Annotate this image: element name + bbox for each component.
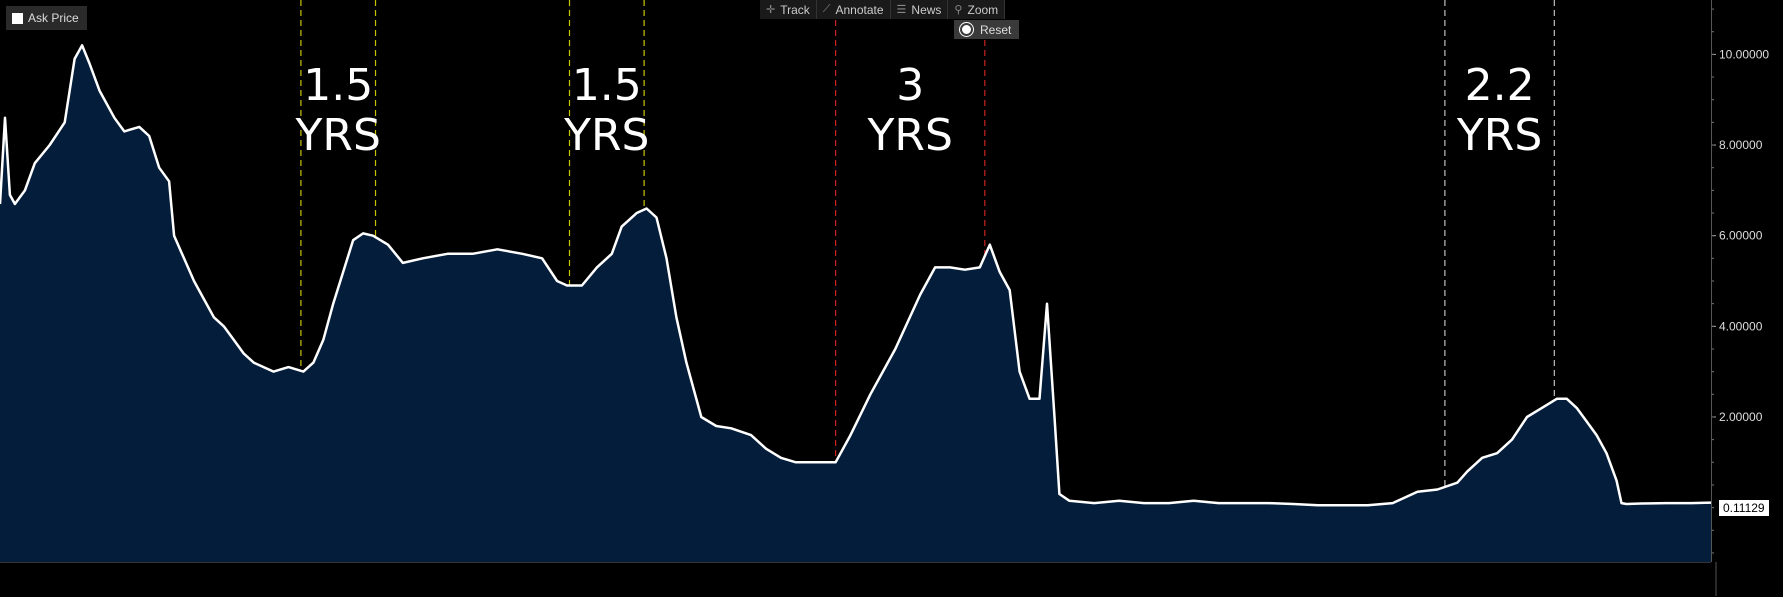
annotation-label-2-0: 3	[896, 60, 924, 111]
track-button[interactable]: ✛ Track	[760, 0, 817, 19]
annotation-label-1-1: YRS	[563, 110, 649, 161]
last-value-badge: 0.11129	[1719, 500, 1769, 516]
annotation-label-2-1: YRS	[867, 110, 953, 161]
price-area	[0, 44, 1712, 563]
pencil-icon: ⟋	[822, 3, 831, 15]
radio-icon	[960, 23, 973, 36]
annotation-label-0-0: 1.5	[303, 60, 373, 111]
y-tick-label: 2.00000	[1719, 410, 1763, 424]
reset-label: Reset	[980, 22, 1012, 37]
zoom-label: Zoom	[967, 2, 999, 17]
area-fill	[0, 45, 1711, 563]
annotation-label-3-1: YRS	[1456, 110, 1542, 161]
y-tick-label: 4.00000	[1719, 319, 1763, 333]
chart-toolbar: ✛ Track ⟋ Annotate ☰ News ⚲ Zoom	[760, 0, 1006, 19]
track-label: Track	[780, 2, 810, 17]
news-label: News	[911, 2, 942, 17]
y-tick-label: 10.00000	[1719, 47, 1769, 61]
annotate-button[interactable]: ⟋ Annotate	[817, 0, 891, 19]
y-tick-label: 8.00000	[1719, 138, 1763, 152]
news-icon: ☰	[896, 4, 907, 16]
crosshair-icon: ✛	[766, 4, 776, 16]
legend-label: Ask Price	[28, 11, 79, 25]
y-axis	[1711, 0, 1783, 562]
legend[interactable]: Ask Price	[6, 6, 87, 30]
annotation-label-3-0: 2.2	[1465, 60, 1535, 111]
x-axis	[0, 562, 1711, 597]
news-button[interactable]: ☰ News	[891, 0, 949, 19]
y-axis-ticks: 2.00000 4.00000 6.00000 8.00000 10.00000	[1711, 8, 1769, 554]
annotation-label-0-1: YRS	[295, 110, 381, 161]
annotation-label-1-0: 1.5	[572, 60, 642, 111]
reset-button[interactable]: Reset	[954, 20, 1020, 39]
annotate-label: Annotate	[835, 2, 884, 17]
y-tick-label: 6.00000	[1719, 229, 1763, 243]
legend-swatch	[12, 12, 23, 24]
zoom-button[interactable]: ⚲ Zoom	[948, 0, 1006, 19]
price-line	[0, 44, 1712, 507]
magnifier-icon: ⚲	[954, 4, 963, 16]
